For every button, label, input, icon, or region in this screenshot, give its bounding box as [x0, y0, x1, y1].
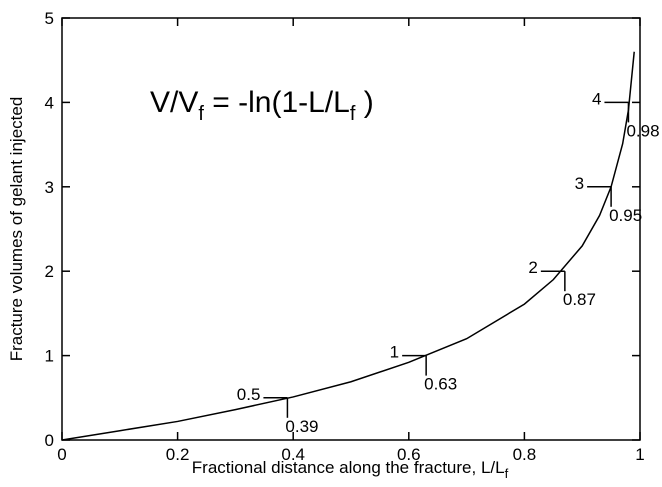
x-tick-label: 0.4 — [281, 445, 305, 464]
x-tick-label: 0 — [57, 445, 66, 464]
eq-part: = -ln(1-L/L — [204, 86, 350, 119]
x-axis-label: Fractional distance along the fracture, … — [192, 458, 509, 481]
annotation-y-text: 3 — [575, 174, 584, 193]
annotation-y-text: 1 — [390, 343, 399, 362]
x-tick-label: 0.2 — [166, 445, 190, 464]
annotation-y-text: 0.5 — [237, 385, 261, 404]
x-tick-label: 0.8 — [513, 445, 537, 464]
y-tick-label: 1 — [45, 347, 54, 366]
y-tick-label: 0 — [45, 431, 54, 450]
plot-frame — [61, 17, 641, 441]
eq-sub: f — [350, 103, 356, 125]
y-tick-label: 2 — [45, 262, 54, 281]
y-tick-label: 5 — [45, 9, 54, 28]
annotation-y-text: 2 — [528, 258, 537, 277]
y-tick-label: 3 — [45, 178, 54, 197]
eq-part: V/V — [150, 86, 198, 119]
eq-part: ) — [355, 86, 373, 119]
annotation-x-text: 0.87 — [563, 290, 596, 309]
annotation-y-text: 4 — [592, 89, 601, 108]
eq-sub: f — [198, 103, 204, 125]
x-label-sub: f — [505, 466, 509, 481]
annotation-x-text: 0.39 — [285, 417, 318, 436]
annotation-x-text: 0.95 — [609, 206, 642, 225]
curve — [61, 51, 635, 441]
annotation-x-text: 0.98 — [626, 121, 659, 140]
annotation-x-text: 0.63 — [424, 375, 457, 394]
x-tick-label: 1 — [635, 445, 644, 464]
y-tick-label: 4 — [45, 93, 54, 112]
x-tick-label: 0.6 — [397, 445, 421, 464]
x-label-main: Fractional distance along the fracture, … — [192, 458, 505, 477]
y-axis-label: Fracture volumes of gelant injected — [7, 97, 26, 362]
equation: V/Vf = -ln(1-L/Lf ) — [150, 86, 374, 125]
